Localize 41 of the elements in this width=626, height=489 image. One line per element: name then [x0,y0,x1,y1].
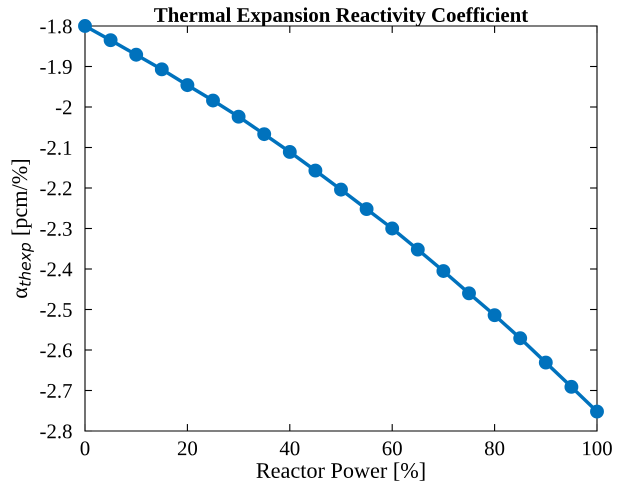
point [385,222,400,236]
point [104,33,118,48]
point [129,48,144,62]
y-tick-label: -2.3 [40,222,72,236]
x-tick-label: 100 [583,441,612,456]
point [360,202,374,216]
point [590,404,604,419]
x-axis-title: Reactor Power [%] [256,462,424,481]
y-tick-label: -2.8 [40,424,72,439]
point [232,110,246,124]
point [154,62,169,76]
chart-title: Thermal Expansion Reactivity Coefficient [154,7,528,26]
y-tick-label: -2.1 [40,140,72,156]
point [488,308,502,322]
point [334,182,348,197]
y-tick-label: -1.8 [40,19,72,34]
point [462,286,476,300]
y-tick-label: -2.2 [40,181,72,196]
y-tick-label: -1.9 [40,60,72,74]
point [282,145,297,159]
x-tick-label: 20 [178,441,198,456]
point [564,380,578,394]
point [206,94,220,108]
y-tick-label: -2 [56,100,72,114]
point [257,127,272,142]
y-tick-label: -2.6 [40,343,72,358]
point [78,19,92,33]
x-tick-label: 40 [280,441,300,456]
point [538,356,553,370]
y-tick-label: -2.5 [40,302,72,318]
y-tick-label: -2.7 [40,384,72,398]
y-axis-title: α$_{thexp}$ [pcm/%] [12,160,34,298]
point [436,264,450,278]
x-tick-label: 60 [382,441,402,456]
x-tick-label: 80 [484,441,504,456]
x-tick-label: 0 [80,441,90,456]
y-tick-label: -2.4 [40,262,72,277]
point [308,164,322,178]
point [410,242,425,257]
point [513,331,528,346]
point [180,78,194,92]
